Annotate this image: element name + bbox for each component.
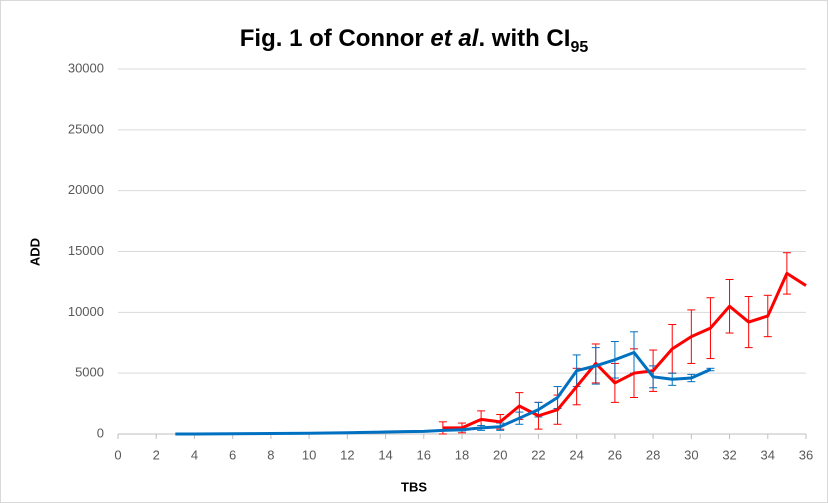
x-axis-title: TBS — [401, 479, 427, 494]
x-tick-label: 24 — [569, 447, 583, 462]
x-tick-label: 6 — [229, 447, 236, 462]
title-part: . with CI — [478, 25, 570, 52]
x-tick-label: 0 — [114, 447, 121, 462]
x-tick-label: 20 — [493, 447, 507, 462]
title-subscript: 95 — [570, 39, 588, 56]
x-tick-label: 28 — [646, 447, 660, 462]
x-tick-label: 8 — [267, 447, 274, 462]
x-tick-label: 4 — [191, 447, 198, 462]
x-tick-label: 18 — [455, 447, 469, 462]
x-tick-label: 12 — [340, 447, 354, 462]
y-axis-title: ADD — [27, 238, 42, 266]
y-tick-label: 0 — [97, 425, 104, 440]
x-tick-label: 2 — [153, 447, 160, 462]
x-tick-label: 10 — [302, 447, 316, 462]
y-tick-label: 5000 — [75, 365, 104, 380]
x-tick-label: 16 — [417, 447, 431, 462]
x-tick-label: 34 — [761, 447, 775, 462]
x-tick-label: 14 — [378, 447, 392, 462]
x-tick-label: 36 — [799, 447, 813, 462]
y-tick-label: 15000 — [68, 243, 104, 258]
title-part: et al — [430, 25, 479, 52]
series-line — [175, 350, 712, 436]
x-tick-label: 22 — [531, 447, 545, 462]
series-line — [442, 271, 807, 430]
x-tick-label: 32 — [722, 447, 736, 462]
x-tick-label: 30 — [684, 447, 698, 462]
y-tick-label: 30000 — [68, 60, 104, 75]
y-tick-label: 10000 — [68, 304, 104, 319]
y-tick-label: 20000 — [68, 182, 104, 197]
x-tick-label: 26 — [608, 447, 622, 462]
chart-title: Fig. 1 of Connor et al. with CI95 — [240, 25, 589, 56]
y-tick-label: 25000 — [68, 121, 104, 136]
title-part: Fig. 1 of Connor — [240, 25, 431, 52]
